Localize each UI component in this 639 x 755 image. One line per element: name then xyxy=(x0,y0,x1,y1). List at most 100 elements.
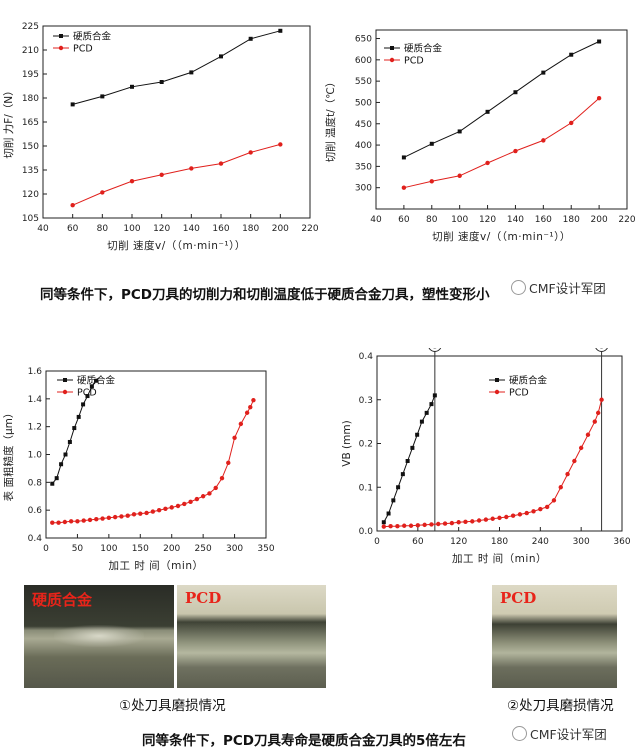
data-point xyxy=(595,410,601,416)
data-point xyxy=(485,160,490,166)
data-point xyxy=(541,70,546,75)
data-point xyxy=(497,515,502,521)
data-point xyxy=(188,499,193,505)
x-tick-label: 50 xyxy=(72,544,84,554)
data-point xyxy=(391,498,396,503)
data-point xyxy=(125,513,130,518)
data-point xyxy=(278,142,283,147)
data-point xyxy=(100,516,105,521)
data-point xyxy=(408,523,414,528)
x-tick-label: 100 xyxy=(123,224,140,234)
x-axis-label: 切削 速度v/（（m·min⁻¹）） xyxy=(107,239,246,252)
y-tick-label: 500 xyxy=(355,98,372,108)
bottom-caption: 同等条件下，PCD刀具寿命是硬质合金刀具的5倍左右 xyxy=(142,733,466,749)
data-point xyxy=(395,523,400,529)
y-tick-label: 0.3 xyxy=(359,396,373,406)
x-axis-label: 切削 速度v/（（m·min⁻¹）） xyxy=(432,230,571,243)
x-tick-label: 120 xyxy=(153,224,170,234)
data-point xyxy=(219,54,223,59)
chart-surface-roughness: 0 50 100 150 200 250 300 350 0.4 0.6 0.8 1.0 1.2 1.4 1… xyxy=(2,367,275,572)
legend-marker xyxy=(58,45,64,51)
y-tick-label: 0.4 xyxy=(359,352,374,362)
x-tick-label: 300 xyxy=(226,544,243,554)
data-point xyxy=(213,485,218,491)
x-tick-label: 100 xyxy=(451,215,468,225)
data-point xyxy=(578,445,584,451)
data-point xyxy=(524,510,529,516)
data-point xyxy=(585,432,591,437)
data-point xyxy=(87,517,93,523)
data-point xyxy=(400,472,405,477)
x-tick-label: 80 xyxy=(97,224,109,234)
x-tick-label: 360 xyxy=(613,537,630,547)
y-tick-label: 135 xyxy=(22,166,39,176)
data-point xyxy=(163,506,168,511)
x-tick-label: 120 xyxy=(450,537,467,547)
data-point xyxy=(538,506,543,512)
data-point xyxy=(483,517,489,522)
y-tick-label: 550 xyxy=(355,77,372,87)
data-point xyxy=(226,460,231,466)
series-line-carbide xyxy=(72,30,281,105)
plot-frame xyxy=(375,29,628,210)
data-point xyxy=(422,522,427,528)
data-point xyxy=(67,439,72,444)
x-tick-label: 80 xyxy=(426,215,438,225)
data-point xyxy=(232,435,237,440)
x-tick-label: 180 xyxy=(563,215,580,225)
chart-tool-wear-vb: 0 60 120 180 240 300 360 0.0 0.1 0.2 0.3 0.4 加工 时 间（… xyxy=(341,348,631,565)
x-tick-label: 140 xyxy=(183,224,200,234)
data-point xyxy=(401,185,407,190)
data-point xyxy=(490,516,495,521)
chart-cutting-force: 40 60 80 100 120 140 160 180 200 220 105 120 135 150 1… xyxy=(2,22,319,252)
y-axis-label: 切削 力F/（N） xyxy=(2,85,15,158)
x-tick-label: 350 xyxy=(257,544,274,554)
data-point xyxy=(85,394,90,399)
data-point xyxy=(432,393,437,398)
y-tick-label: 120 xyxy=(22,190,39,200)
data-point xyxy=(504,514,509,520)
y-tick-label: 1.2 xyxy=(28,423,42,433)
data-point xyxy=(62,519,68,525)
watermark-bottom: CMF设计军团 xyxy=(512,724,607,743)
data-point xyxy=(415,523,421,528)
data-point xyxy=(175,503,181,509)
x-tick-label: 180 xyxy=(242,224,259,234)
x-tick-label: 200 xyxy=(591,215,608,225)
y-tick-label: 1.6 xyxy=(28,367,43,377)
legend-marker xyxy=(390,46,394,50)
legend-label: 硬质合金 xyxy=(77,375,116,387)
data-point xyxy=(50,481,55,486)
data-point xyxy=(436,521,441,527)
y-tick-label: 0.4 xyxy=(28,534,43,544)
legend-label: 硬质合金 xyxy=(404,43,443,55)
data-point xyxy=(106,515,112,521)
data-point xyxy=(68,519,74,524)
legend-label: PCD xyxy=(509,388,529,399)
series-line-pcd xyxy=(72,143,281,206)
y-tick-label: 1.4 xyxy=(28,395,43,405)
data-point xyxy=(75,519,80,524)
data-point xyxy=(402,523,407,528)
x-tick-label: 240 xyxy=(532,537,549,547)
plot-frame xyxy=(42,25,311,219)
legend-label: PCD xyxy=(73,44,93,55)
x-tick-label: 40 xyxy=(37,224,49,234)
legend-label: PCD xyxy=(77,388,97,399)
x-tick-label: 0 xyxy=(43,544,49,554)
data-point xyxy=(513,148,518,154)
data-point xyxy=(81,518,86,523)
x-tick-label: 40 xyxy=(370,215,382,225)
x-axis-label: 加工 时 间（min） xyxy=(109,559,204,572)
data-point xyxy=(596,95,602,101)
data-point xyxy=(129,179,135,184)
data-point xyxy=(569,52,574,57)
x-tick-label: 60 xyxy=(412,537,424,547)
data-point xyxy=(159,80,164,84)
y-tick-label: 350 xyxy=(355,162,372,172)
x-tick-label: 220 xyxy=(618,215,635,225)
data-point xyxy=(457,129,462,134)
data-point xyxy=(396,485,401,490)
x-tick-label: 160 xyxy=(535,215,552,225)
data-point xyxy=(130,84,134,89)
